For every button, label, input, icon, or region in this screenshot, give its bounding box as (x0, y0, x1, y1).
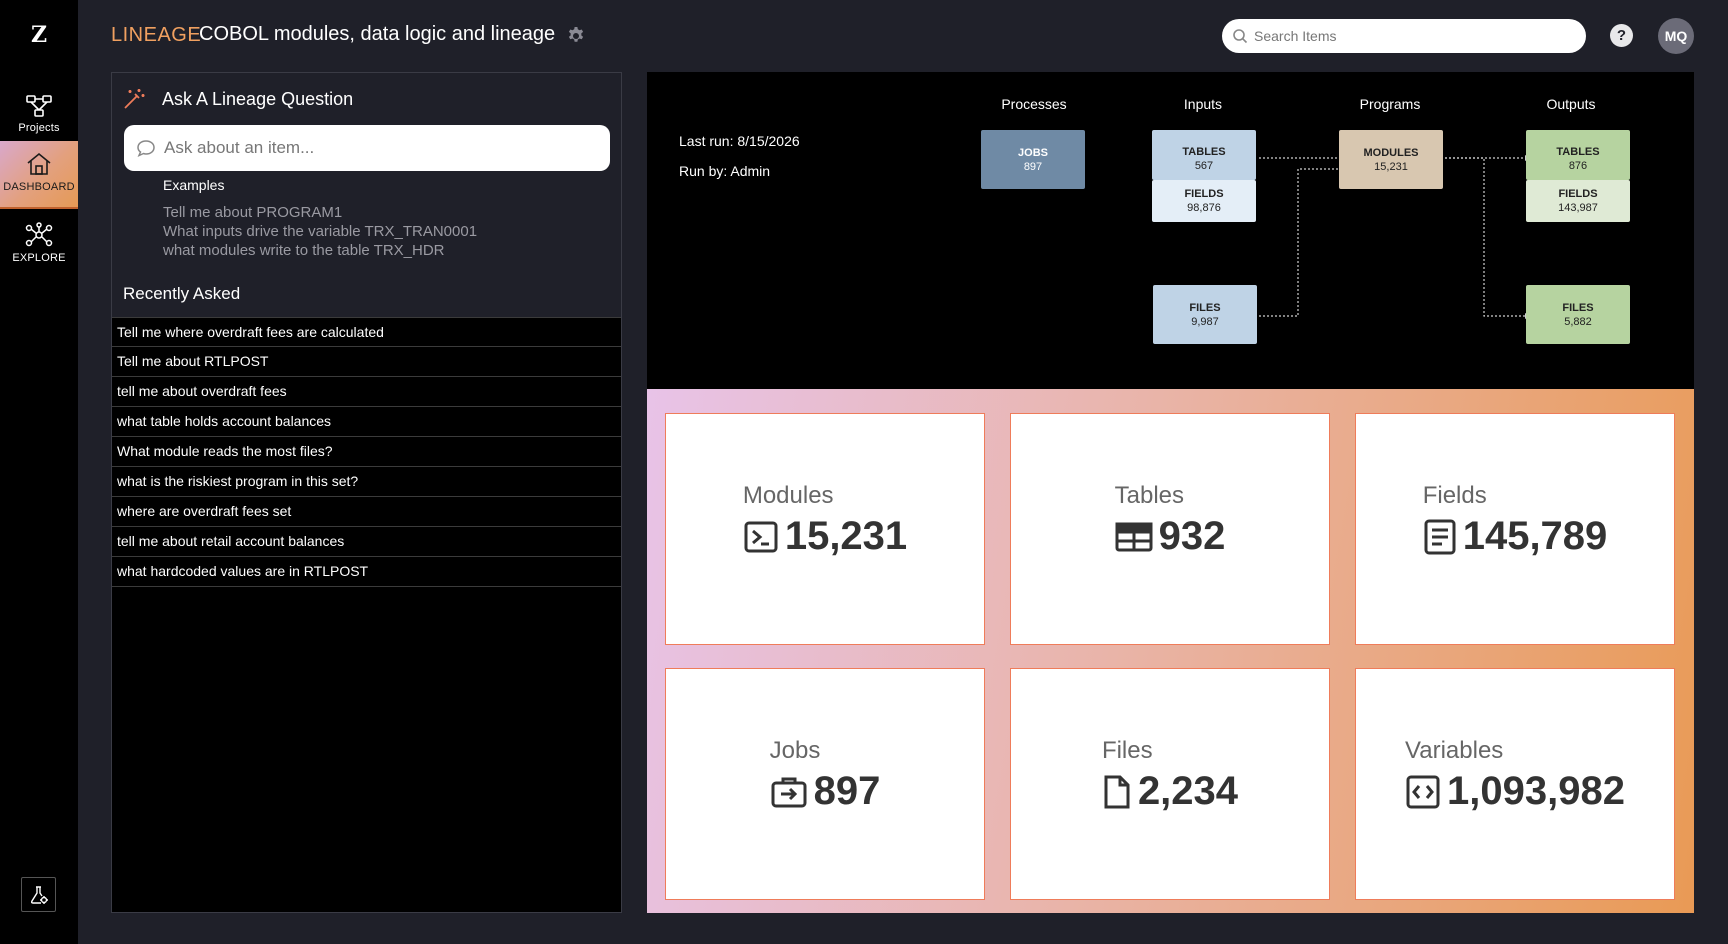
rail-item-projects[interactable]: Projects (0, 84, 78, 152)
node-output-tables[interactable]: TABLES 876 (1526, 130, 1630, 180)
column-header-outputs: Outputs (1546, 96, 1596, 112)
stat-value: 15,231 (784, 514, 908, 558)
recent-item[interactable]: tell me about retail account balances (112, 527, 621, 557)
node-output-fields[interactable]: FIELDS 143,987 (1526, 180, 1630, 222)
examples-list: Tell me about PROGRAM1 What inputs drive… (163, 203, 477, 260)
settings-button[interactable] (566, 26, 586, 51)
recent-item[interactable]: Tell me about RTLPOST (112, 347, 621, 377)
stat-value: 932 (1158, 514, 1226, 558)
ask-input-box[interactable] (124, 125, 610, 171)
rail-item-dashboard[interactable]: DASHBOARD (0, 141, 78, 209)
stat-name: Files (1101, 737, 1153, 764)
rail-item-label: Projects (18, 122, 60, 134)
column-header-inputs: Inputs (1183, 96, 1223, 112)
node-input-tables[interactable]: TABLES 567 (1152, 130, 1256, 180)
file-icon (1104, 775, 1130, 808)
stat-card-variables[interactable]: Variables 1,093,982 (1355, 668, 1675, 900)
run-by-text: Run by: Admin (679, 163, 771, 179)
node-modules[interactable]: MODULES 15,231 (1339, 130, 1443, 189)
node-input-files[interactable]: FILES 9,987 (1153, 285, 1257, 344)
rail-item-label: DASHBOARD (3, 181, 75, 193)
lab-settings-icon (30, 885, 48, 904)
stat-card-fields[interactable]: Fields 145,789 (1355, 413, 1675, 645)
stat-name: Variables (1405, 737, 1504, 764)
stats-grid: Modules 15,231 Tables 932 Fields (647, 389, 1694, 913)
stat-value: 145,789 (1462, 514, 1608, 558)
search-bar[interactable] (1222, 19, 1586, 53)
node-jobs[interactable]: JOBS 897 (981, 130, 1085, 189)
example-item[interactable]: What inputs drive the variable TRX_TRAN0… (163, 223, 478, 240)
node-input-fields[interactable]: FIELDS 98,876 (1152, 180, 1256, 222)
ask-title: Ask A Lineage Question (162, 88, 354, 109)
rail-item-explore[interactable]: EXPLORE (0, 212, 78, 280)
rail-item-label: EXPLORE (12, 252, 66, 264)
ask-lineage-panel: Ask A Lineage Question Examples Tell me … (111, 72, 622, 913)
stat-name: Modules (742, 482, 834, 509)
gear-icon (568, 27, 584, 42)
code-icon (1406, 775, 1440, 808)
recent-item[interactable]: where are overdraft fees set (112, 497, 621, 527)
column-header-processes: Processes (1001, 96, 1067, 112)
last-run-text: Last run: 8/15/2026 (679, 133, 800, 149)
ask-header: Ask A Lineage Question (122, 87, 353, 111)
lineage-diagram: Processes Inputs Programs Outputs Last r… (647, 72, 1694, 389)
terminal-icon (744, 521, 778, 552)
node-output-files[interactable]: FILES 5,882 (1526, 285, 1630, 344)
recent-item[interactable]: what table holds account balances (112, 407, 621, 437)
stat-card-tables[interactable]: Tables 932 (1010, 413, 1330, 645)
chat-bubble-icon (137, 140, 155, 157)
avatar[interactable]: MQ (1658, 18, 1694, 54)
table-icon (1115, 522, 1153, 551)
left-rail: Z Projects DASHBOARD EXPLORE (0, 0, 78, 944)
recently-asked-list: Tell me where overdraft fees are calcula… (112, 317, 621, 912)
examples-title: Examples (163, 177, 225, 193)
help-button[interactable]: ? (1610, 24, 1633, 47)
recent-item[interactable]: What module reads the most files? (112, 437, 621, 467)
stat-name: Jobs (769, 737, 821, 764)
app-logo[interactable]: Z (30, 22, 48, 48)
recent-item[interactable]: what is the riskiest program in this set… (112, 467, 621, 497)
recent-item[interactable]: Tell me where overdraft fees are calcula… (112, 317, 621, 347)
stat-value: 897 (813, 769, 881, 813)
stat-card-jobs[interactable]: Jobs 897 (665, 668, 985, 900)
home-icon (27, 152, 51, 175)
stat-name: Fields (1422, 482, 1487, 509)
magic-wand-icon (124, 89, 145, 109)
recent-item[interactable]: what hardcoded values are in RTLPOST (112, 557, 621, 587)
network-icon (25, 222, 53, 247)
briefcase-icon (771, 777, 807, 807)
recently-asked-title: Recently Asked (123, 284, 241, 303)
search-input[interactable] (1254, 28, 1574, 44)
example-item[interactable]: what modules write to the table TRX_HDR (163, 242, 445, 259)
lab-settings-button[interactable] (21, 877, 56, 912)
search-icon (1233, 29, 1248, 44)
column-header-programs: Programs (1359, 96, 1421, 112)
ask-input[interactable] (164, 138, 604, 158)
stat-value: 2,234 (1137, 769, 1239, 813)
example-item[interactable]: Tell me about PROGRAM1 (163, 204, 343, 221)
stat-card-files[interactable]: Files 2,234 (1010, 668, 1330, 900)
projects-icon (26, 95, 52, 117)
app-brand: LINEAGE (111, 24, 202, 46)
stat-name: Tables (1114, 482, 1184, 509)
stat-card-modules[interactable]: Modules 15,231 (665, 413, 985, 645)
page-title: COBOL modules, data logic and lineage (199, 23, 556, 45)
document-icon (1424, 519, 1456, 554)
recent-item[interactable]: tell me about overdraft fees (112, 377, 621, 407)
stat-value: 1,093,982 (1447, 769, 1625, 813)
